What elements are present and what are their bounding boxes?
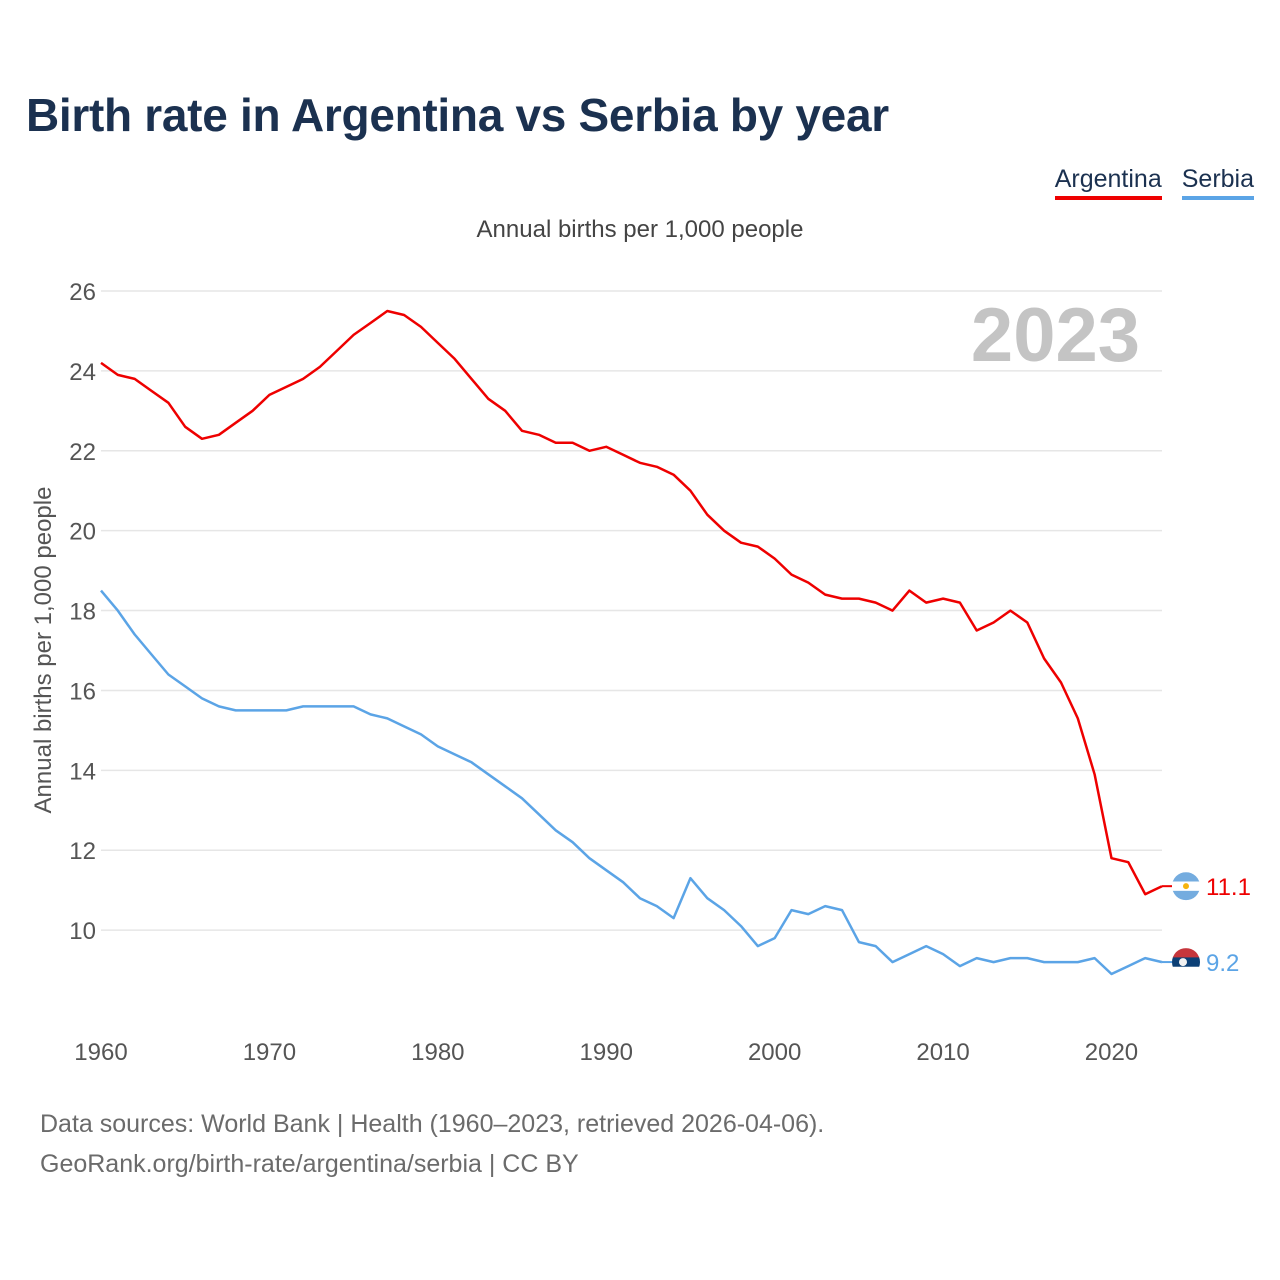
source-note: Data sources: World Bank | Health (1960–… — [40, 1110, 825, 1138]
y-tick-label-24: 24 — [69, 359, 96, 386]
serbia-flag-icon — [1172, 948, 1200, 977]
y-tick-label-20: 20 — [69, 519, 96, 546]
legend-item-serbia[interactable]: Serbia — [1181, 165, 1254, 200]
y-tick-label-16: 16 — [69, 678, 96, 705]
y-tick-label-14: 14 — [69, 758, 96, 785]
series-line-serbia — [100, 589, 1163, 976]
x-tick-label-1990: 1990 — [580, 1039, 633, 1066]
x-tick-label-1960: 1960 — [74, 1039, 127, 1066]
year-watermark: 2023 — [971, 293, 1140, 378]
legend-item-argentina[interactable]: Argentina — [1054, 165, 1162, 200]
x-tick-label-1970: 1970 — [243, 1039, 296, 1066]
y-tick-label-10: 10 — [69, 918, 96, 945]
footer: Data sources: World Bank | Health (1960–… — [40, 1104, 824, 1184]
end-value-label-serbia: 9.2 — [1206, 950, 1239, 977]
source-link[interactable]: GeoRank.org/birth-rate/argentina/serbia … — [40, 1150, 579, 1178]
x-tick-label-1980: 1980 — [411, 1039, 464, 1066]
x-tick-label-2000: 2000 — [748, 1039, 801, 1066]
x-tick-label-2010: 2010 — [916, 1039, 969, 1066]
y-tick-label-26: 26 — [69, 279, 96, 306]
y-axis-label: Annual births per 1,000 people — [30, 487, 57, 814]
x-tick-label-2020: 2020 — [1085, 1039, 1138, 1066]
chart-title: Birth rate in Argentina vs Serbia by yea… — [26, 89, 889, 141]
series-line-argentina — [100, 309, 1163, 896]
line-chart: 10 12 14 16 18 20 22 24 26 1960 1970 1980 1990 2000 20… — [30, 279, 1251, 1066]
end-value-label-argentina: 11.1 — [1206, 874, 1251, 901]
argentina-flag-icon — [1172, 872, 1200, 901]
y-tick-label-18: 18 — [69, 599, 96, 626]
y-tick-label-12: 12 — [69, 838, 96, 865]
y-tick-label-22: 22 — [69, 439, 96, 466]
legend: Argentina Serbia — [1054, 165, 1254, 200]
chart-subtitle: Annual births per 1,000 people — [476, 216, 804, 243]
